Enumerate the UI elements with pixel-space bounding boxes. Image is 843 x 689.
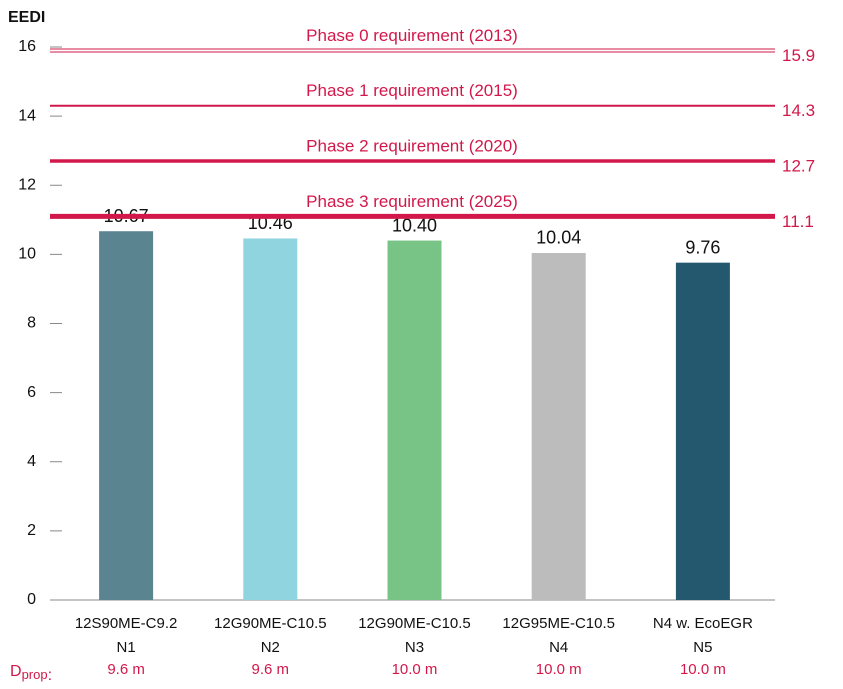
row-label-sub: prop [22,667,48,682]
value-label: 9.76 [685,237,720,257]
row-value: 10.0 m [680,661,726,678]
bar [675,262,730,600]
y-tick-label: 8 [27,315,36,332]
category-code: N5 [693,639,712,656]
row-value: 9.6 m [107,661,145,678]
reference-value: 14.3 [782,101,815,120]
row-value: 10.0 m [392,661,438,678]
reference-label: Phase 0 requirement (2013) [306,26,518,45]
reference-value: 11.1 [782,212,814,231]
row-label-end: : [48,667,52,684]
y-tick-label: 10 [18,246,36,263]
category-code: N2 [261,639,280,656]
value-label: 10.40 [392,215,437,235]
reference-label: Phase 3 requirement (2025) [306,192,518,211]
reference-label: Phase 2 requirement (2020) [306,137,518,156]
reference-value: 15.9 [782,46,815,65]
category-code: N4 [549,639,568,656]
y-tick-label: 2 [27,522,36,539]
row-label-main: D [10,663,22,680]
y-tick-label: 16 [18,38,36,55]
bar [243,238,298,600]
x-tick-label: 12G90ME-C10.5 [358,615,471,632]
x-tick-label: 12G90ME-C10.5 [214,615,327,632]
value-label: 10.04 [536,228,581,248]
bar [531,252,586,600]
y-tick-label: 12 [18,176,36,193]
bar [387,240,442,601]
row-label: Dprop: [10,663,52,684]
bar [99,231,154,600]
row-value: 10.0 m [536,661,582,678]
reference-label: Phase 1 requirement (2015) [306,81,518,100]
y-tick-label: 4 [27,453,36,470]
row-value: 9.6 m [252,661,290,678]
y-tick-label: 6 [27,384,36,401]
reference-value: 12.7 [782,157,815,176]
y-axis-label: EEDI [8,9,45,26]
x-tick-label: N4 w. EcoEGR [653,615,753,632]
x-tick-label: 12G95ME-C10.5 [502,615,615,632]
y-tick-label: 0 [27,591,36,608]
y-tick-label: 14 [18,107,36,124]
category-code: N3 [405,639,424,656]
x-tick-label: 12S90ME-C9.2 [75,615,178,632]
category-code: N1 [117,639,136,656]
